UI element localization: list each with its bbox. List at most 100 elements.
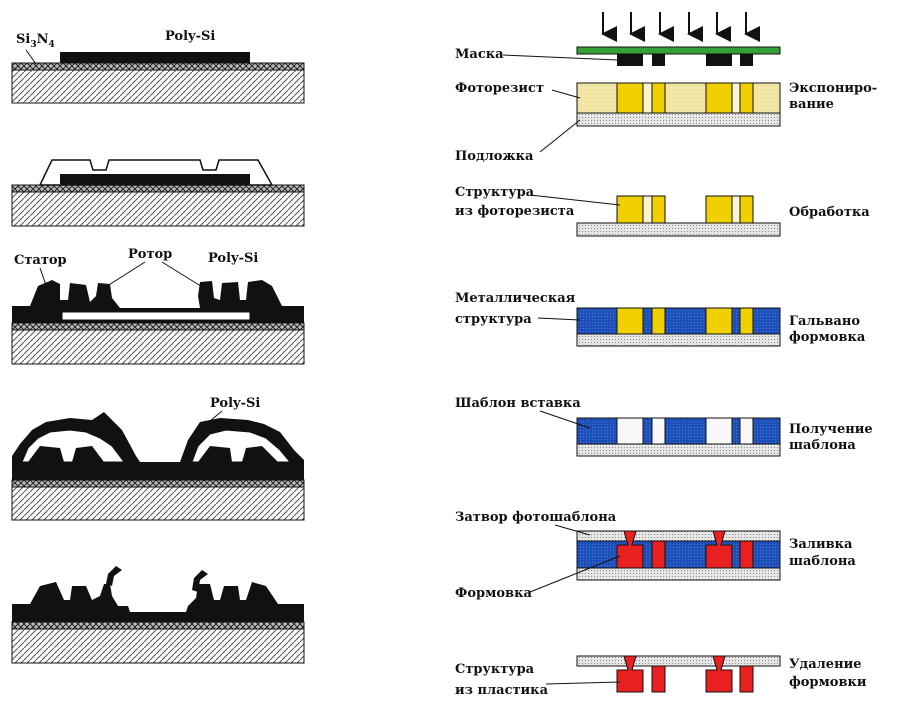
step4-action-line1: Получение (789, 422, 873, 437)
plastic-part (739, 665, 754, 693)
released-micromotor (12, 582, 304, 622)
mask-plate (576, 46, 781, 55)
substrate-layer (576, 443, 781, 457)
resist-block (616, 195, 644, 224)
unexposed-gap (642, 82, 653, 114)
rotor-leader-left (103, 261, 146, 289)
resist-block (616, 307, 644, 335)
plastic-fill (651, 540, 666, 569)
mask-leader (502, 54, 619, 61)
left-stage-4: Poly-Si (11, 396, 305, 521)
exposure-action-line1: Экспониро- (789, 81, 877, 96)
si3n4-layer (11, 62, 305, 71)
resist-block (705, 195, 733, 224)
silicon-substrate (11, 486, 305, 521)
plastic-part (705, 655, 733, 693)
exposed-resist (616, 82, 644, 114)
exposure-arrows (601, 12, 760, 42)
step3-leader (537, 317, 581, 321)
right-step-3: Металлическая структура Гальвано формовк… (455, 291, 866, 347)
exposure-action-line2: вание (789, 97, 834, 112)
poly-si-layer (60, 52, 250, 63)
step5-bottom-leader (529, 555, 621, 593)
mask-absorber (652, 54, 665, 66)
step4-action-line2: шаблона (789, 438, 856, 453)
silicon-substrate (11, 68, 305, 104)
right-rotor-blocks (198, 446, 278, 462)
substrate-leader (539, 119, 581, 153)
step5-label-bottom: Формовка (455, 586, 532, 601)
poly-si-leader (203, 410, 223, 427)
step5-top-leader (554, 524, 591, 536)
left-stage-1: Si3N4 Poly-Si (11, 29, 305, 104)
substrate-layer (576, 112, 781, 127)
si3n4-leader (25, 49, 37, 65)
step3-action-line2: формовка (789, 330, 866, 345)
poly-si-layer (60, 174, 250, 185)
plastic-fill (739, 540, 754, 569)
resist-block (651, 307, 666, 335)
step6-leader (545, 681, 621, 685)
silicon-substrate (11, 329, 305, 365)
poly-si-label: Poly-Si (210, 396, 260, 411)
conformal-poly-coating (12, 412, 304, 480)
template-cavity (739, 417, 754, 445)
right-step-6: Структура из пластика Удаление формовки (455, 655, 867, 698)
silicon-substrate (11, 628, 305, 664)
step6-label-line2: из пластика (455, 683, 549, 698)
right-step-4: Шаблон вставка Получение шаблона (455, 396, 873, 457)
substrate-layer (576, 333, 781, 347)
left-stage-5 (11, 566, 305, 664)
step4-leader (539, 410, 591, 429)
rotor-label: Ротор (128, 247, 172, 262)
left-hub-flange (106, 566, 122, 586)
step2-action: Обработка (789, 205, 870, 220)
stator-label: Статор (14, 253, 67, 268)
substrate-layer (576, 222, 781, 237)
left-stage-3: Статор Ротор Poly-Si (11, 247, 305, 365)
resist-block (705, 307, 733, 335)
plastic-fill (705, 530, 733, 569)
template-cavity (616, 417, 644, 445)
mask-label: Маска (455, 47, 504, 62)
exposed-resist (739, 82, 754, 114)
si3n4-layer (11, 621, 305, 630)
photoresist-label: Фоторезист (455, 81, 544, 96)
si3n4-layer (11, 479, 305, 488)
resist-block (739, 307, 754, 335)
step5-label-top: Затвор фотошаблона (455, 510, 617, 525)
plastic-fill (616, 530, 644, 569)
rotor-leader-right (161, 261, 205, 289)
poly-si-label: Poly-Si (208, 251, 258, 266)
step2-label-line1: Структура (455, 185, 535, 200)
stator-leader (39, 267, 47, 286)
si3n4-layer (11, 322, 305, 331)
plastic-part (616, 655, 644, 693)
left-rotor-blocks (28, 446, 104, 462)
resist-gap (642, 195, 653, 224)
exposed-resist (705, 82, 733, 114)
silicon-substrate (11, 191, 305, 227)
step6-action-line1: Удаление (789, 657, 862, 672)
resist-block (651, 195, 666, 224)
step6-action-line2: формовки (789, 675, 867, 690)
poly-si-base (60, 464, 250, 472)
step4-label: Шаблон вставка (455, 396, 581, 411)
plastic-part (651, 665, 666, 693)
resist-gap (731, 195, 741, 224)
si3n4-label: Si3N4 (16, 32, 55, 50)
mask-absorber (740, 54, 753, 66)
substrate-label: Подложка (455, 149, 534, 164)
poly-si-label: Poly-Si (165, 29, 215, 44)
step3-label-line1: Металлическая (455, 291, 576, 306)
cover-plate (576, 655, 781, 667)
cover-plate (576, 530, 781, 542)
right-step-1: Маска Фоторезист Подложка Экспониро- ван… (455, 46, 877, 164)
photoresist-leader (551, 89, 581, 99)
template-cavity (651, 417, 666, 445)
step6-label-line1: Структура (455, 662, 535, 677)
step3-action-line1: Гальвано (789, 314, 860, 329)
step5-action-line2: шаблона (789, 554, 856, 569)
